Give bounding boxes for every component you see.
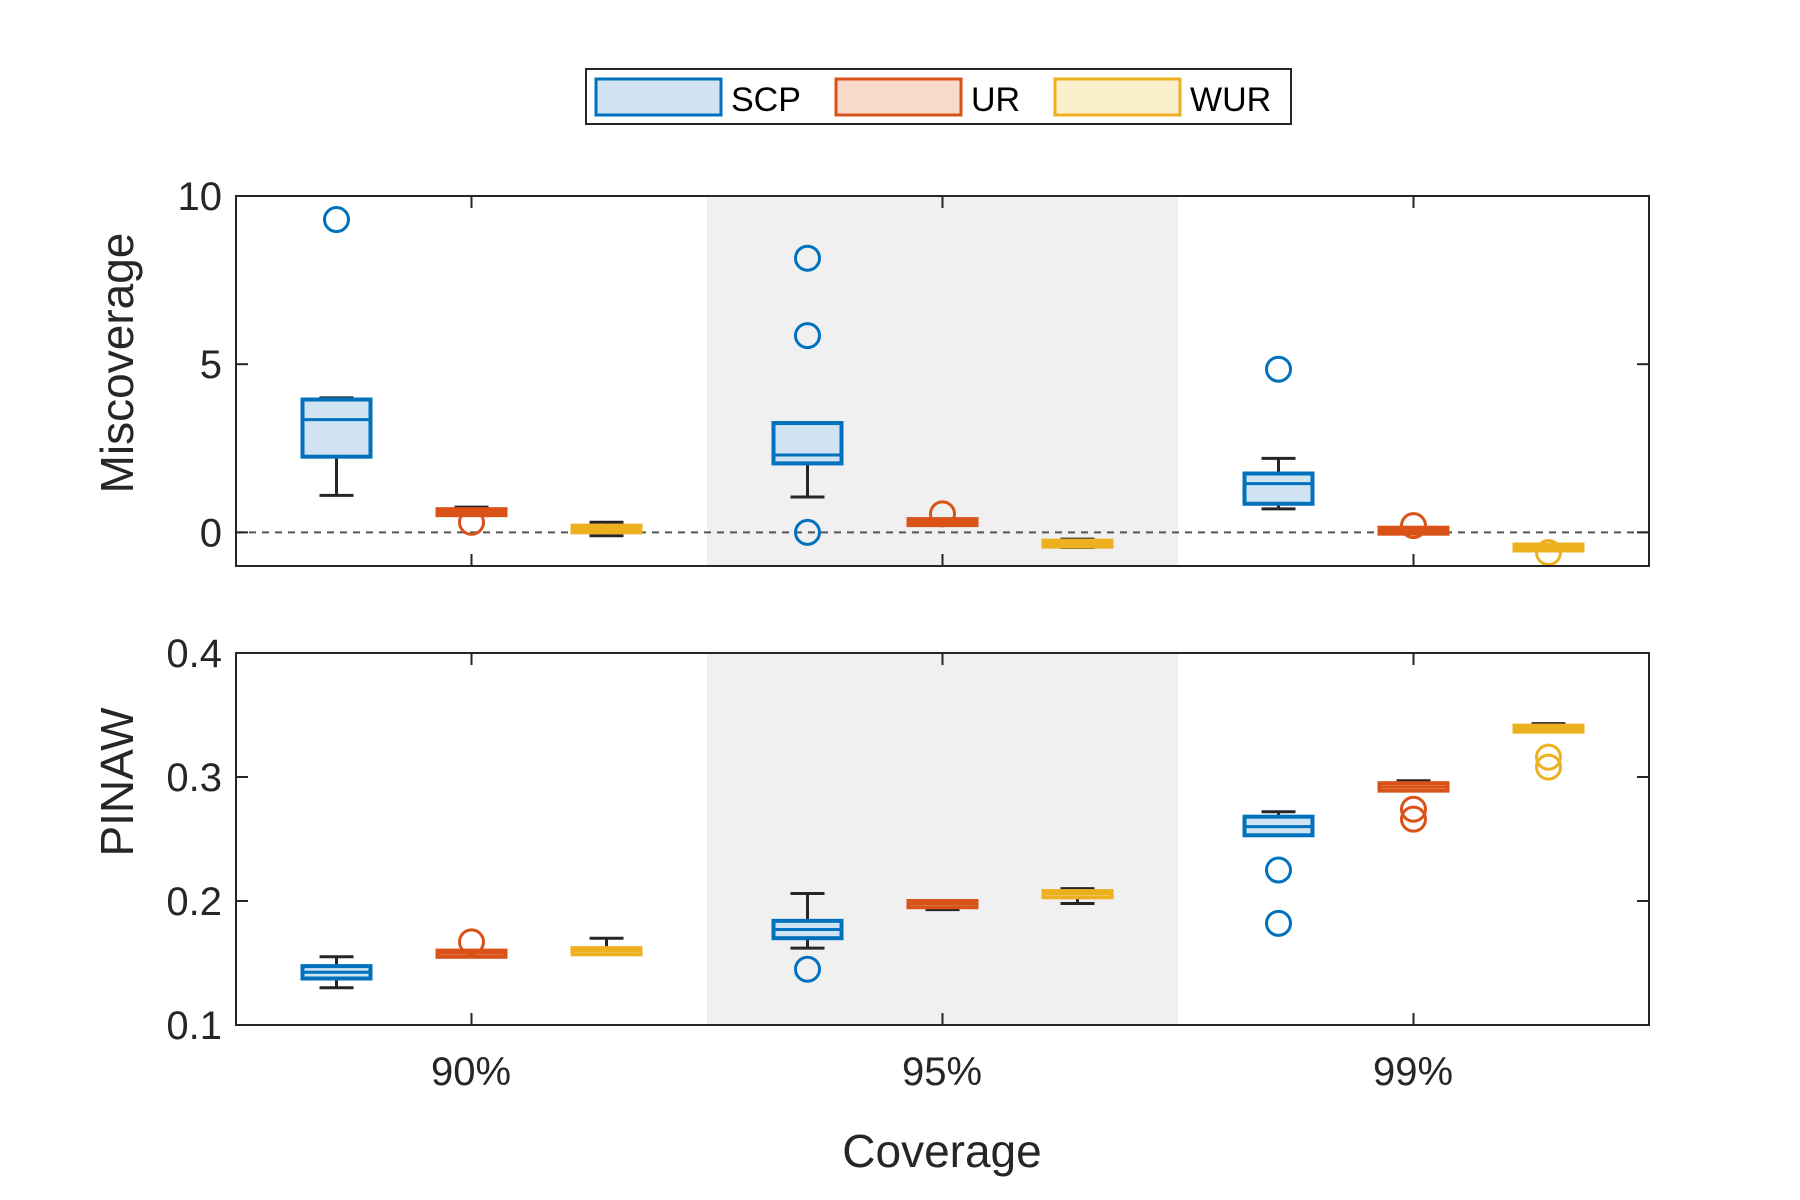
- legend-label-ur: UR: [971, 81, 1020, 119]
- miscoverage-axis-title: Miscoverage: [91, 233, 143, 494]
- pinaw-outlier-ur-99-1: [1400, 805, 1427, 833]
- pinaw-outlier-scp-95-0: [794, 955, 821, 983]
- pinaw-y-tick-label-1: 0.2: [166, 880, 222, 924]
- pinaw-outlier-wur-99-0: [1535, 743, 1562, 771]
- pinaw-outlier-scp-99-1: [1265, 909, 1292, 937]
- miscoverage-outlier-scp-95-2: [794, 518, 821, 546]
- pinaw-panel: 0.1 0.2 0.3 0.4 PINAW: [91, 632, 1650, 1048]
- pinaw-outlier-wur-99-1: [1535, 753, 1562, 781]
- x-tick-label-90: 90%: [431, 1050, 511, 1094]
- miscoverage-y-tick-label-1: 5: [200, 343, 222, 387]
- legend-swatch-wur: [1053, 77, 1182, 117]
- pinaw-axis-title: PINAW: [91, 707, 143, 857]
- legend-label-wur: WUR: [1190, 81, 1271, 119]
- pinaw-y-tick-label-3: 0.4: [166, 632, 222, 676]
- x-tick-label-99: 99%: [1373, 1050, 1453, 1094]
- miscoverage-outlier-ur-90-0: [458, 508, 485, 536]
- pinaw-y-tick-label-2: 0.3: [166, 756, 222, 800]
- miscoverage-plot-area: 0 5 10: [178, 175, 1650, 567]
- miscoverage-y-tick-label-0: 0: [200, 511, 222, 555]
- legend-label-scp: SCP: [731, 81, 801, 119]
- miscoverage-outlier-scp-90-0: [323, 206, 350, 234]
- pinaw-plot-area: 0.1 0.2 0.3 0.4: [166, 632, 1650, 1048]
- pinaw-outlier-ur-90-0: [458, 928, 485, 956]
- legend-swatch-scp: [594, 77, 723, 117]
- miscoverage-outlier-ur-95-0: [929, 500, 956, 528]
- miscoverage-outlier-scp-95-1: [794, 322, 821, 350]
- miscoverage-shaded-band: [707, 196, 1178, 566]
- legend: SCP UR WUR: [585, 68, 1292, 125]
- miscoverage-box-scp-95: [771, 421, 844, 466]
- miscoverage-outlier-wur-99-0: [1535, 539, 1562, 567]
- pinaw-outlier-scp-99-0: [1265, 856, 1292, 884]
- miscoverage-outlier-scp-99-0: [1265, 355, 1292, 383]
- pinaw-outlier-ur-99-0: [1400, 795, 1427, 823]
- x-axis-title: Coverage: [842, 1125, 1041, 1177]
- pinaw-y-tick-label-0: 0.1: [166, 1004, 222, 1048]
- miscoverage-outlier-scp-95-0: [794, 244, 821, 272]
- legend-swatch-ur: [834, 77, 963, 117]
- miscoverage-box-scp-90: [300, 397, 373, 459]
- x-axis: 90% 95% 99% Coverage: [431, 1050, 1453, 1177]
- miscoverage-outlier-ur-99-0: [1400, 512, 1427, 540]
- miscoverage-panel: 0 5 10 Miscoverage: [91, 175, 1650, 567]
- miscoverage-y-tick-label-2: 10: [178, 175, 223, 219]
- x-tick-label-95: 95%: [902, 1050, 982, 1094]
- pinaw-shaded-band: [707, 653, 1178, 1025]
- miscoverage-box-scp-99: [1242, 471, 1315, 506]
